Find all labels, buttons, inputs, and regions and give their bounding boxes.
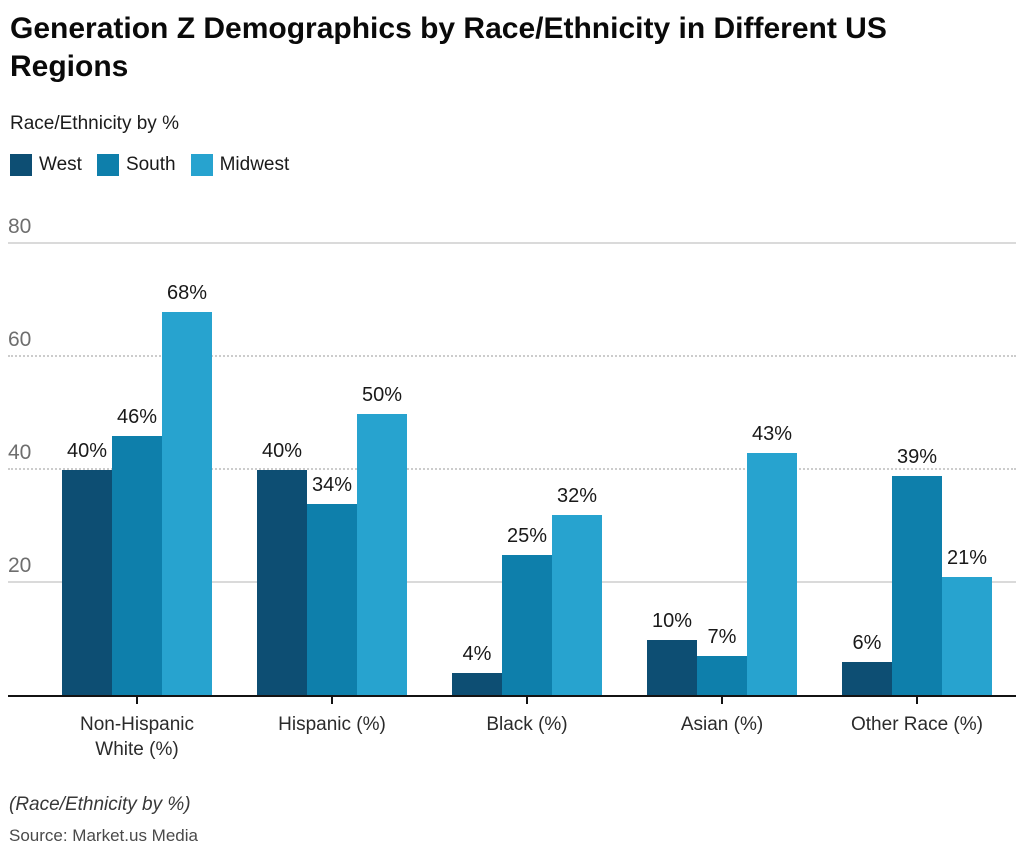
gridline-40 <box>8 468 1016 470</box>
x-axis-tick <box>136 696 138 704</box>
y-axis-tick-label: 60 <box>8 328 32 351</box>
x-axis-tick <box>916 696 918 704</box>
bar-value-label: 25% <box>506 524 548 547</box>
plot-area: 20 40 60 80 40% 46% 68% 40% 34% 50% 4% 25% 32% 10% 7% 4… <box>8 215 1016 704</box>
axis-note: (Race/Ethnicity by %) <box>9 794 191 815</box>
bar-value-label: 40% <box>261 440 303 462</box>
chart-title: Generation Z Demographics by Race/Ethnic… <box>10 12 887 83</box>
bar-south-asian <box>697 656 747 696</box>
chart-subtitle: Race/Ethnicity by % <box>10 113 179 134</box>
legend-swatch-west <box>10 154 32 176</box>
bar-south-black <box>502 554 552 696</box>
bar-midwest-other-race <box>942 577 992 696</box>
y-axis-tick-label: 80 <box>8 215 32 238</box>
bar-value-label: 46% <box>116 406 158 429</box>
x-axis-category-label-other-race: Other Race (%) <box>851 714 983 735</box>
x-axis-tick <box>331 696 333 704</box>
gridline-80 <box>8 242 1016 244</box>
y-axis-tick-label: 20 <box>8 554 32 577</box>
legend-swatch-south <box>96 154 119 176</box>
x-axis-tick <box>526 696 528 704</box>
bar-west-black <box>452 673 502 696</box>
source-credit: Source: Market.us Media <box>9 826 198 845</box>
bar-value-label: 50% <box>361 383 403 406</box>
x-axis-category-label-asian: Asian (%) <box>680 714 764 735</box>
bar-midwest-hispanic <box>357 413 407 696</box>
legend-swatch-midwest <box>190 154 213 176</box>
x-axis-category-label-black: Black (%) <box>486 714 568 735</box>
bar-south-hispanic <box>307 503 357 696</box>
bar-west-hispanic <box>257 470 307 696</box>
bar-south-non-hispanic-white <box>112 436 162 696</box>
bar-value-label: 40% <box>66 440 108 462</box>
bar-value-label: 32% <box>556 485 598 508</box>
x-axis-category-label-hispanic: Hispanic (%) <box>278 714 386 735</box>
bar-west-other-race <box>842 662 892 696</box>
legend-item-midwest: Midwest <box>190 154 290 176</box>
bar-value-label: 21% <box>946 547 988 570</box>
gridline-60 <box>8 355 1016 357</box>
bar-value-label: 39% <box>896 445 938 468</box>
y-axis-tick-label: 40 <box>8 441 32 464</box>
bar-midwest-black <box>552 515 602 696</box>
bar-value-label: 43% <box>751 423 793 446</box>
bar-west-non-hispanic-white <box>62 470 112 696</box>
bar-midwest-non-hispanic-white <box>162 311 212 696</box>
bar-value-label: 4% <box>462 643 492 666</box>
x-axis-category-label-non-hispanic-white: Non-Hispanic White (%) <box>79 714 195 760</box>
legend-label: West <box>39 154 82 175</box>
bar-value-label: 7% <box>707 626 737 649</box>
bar-value-label: 6% <box>852 632 882 655</box>
bar-midwest-asian <box>747 453 797 696</box>
bar-south-other-race <box>892 475 942 696</box>
legend-item-west: West <box>10 154 82 176</box>
x-axis-tick <box>721 696 723 704</box>
legend: West South Midwest <box>10 154 289 176</box>
legend-label: Midwest <box>219 154 290 175</box>
bar-west-asian <box>647 639 697 696</box>
bar-value-label: 34% <box>311 473 353 496</box>
bar-value-label: 10% <box>651 609 693 632</box>
bar-value-label: 68% <box>166 281 208 304</box>
legend-item-south: South <box>96 154 176 176</box>
legend-label: South <box>125 154 176 175</box>
x-axis-line <box>8 695 1016 697</box>
